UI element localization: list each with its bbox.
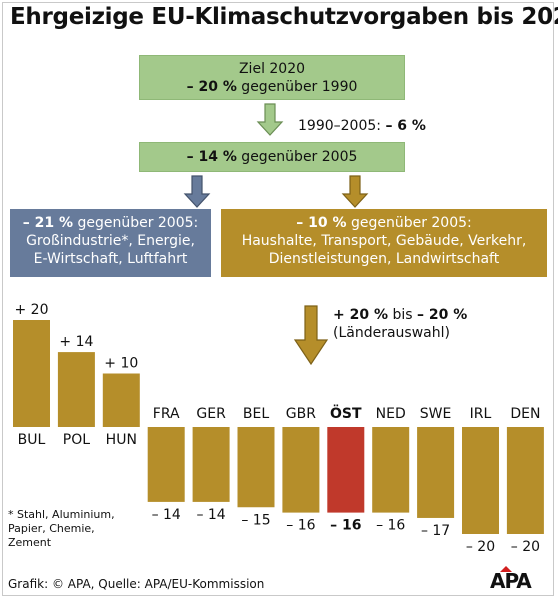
bar-irl xyxy=(462,427,499,534)
category-label: HUN xyxy=(106,432,137,448)
category-label: BEL xyxy=(243,406,269,422)
industry-box-line2: Großindustrie*, Energie, xyxy=(26,233,195,249)
progress-note-value: – 6 % xyxy=(385,118,426,134)
households-box-line2: Haushalte, Transport, Gebäude, Verkehr, xyxy=(241,233,527,249)
value-label: + 10 xyxy=(104,356,138,372)
category-label: NED xyxy=(376,406,406,422)
households-box-text: gegenüber 2005: xyxy=(346,215,472,231)
bar-den xyxy=(506,427,544,534)
value-label: – 17 xyxy=(421,523,450,539)
value-label: – 20 xyxy=(511,539,540,555)
households-box: – 10 % gegenüber 2005: Haushalte, Transp… xyxy=(221,209,547,277)
bar-series: BUL + 20 POL + 14 HUN + 10 FRA – 14 GER – 14 BEL – … xyxy=(13,302,544,555)
category-label: BUL xyxy=(18,432,46,448)
value-label: + 14 xyxy=(59,334,93,350)
target-box: Ziel 2020 – 20 % gegenüber 1990 xyxy=(139,55,405,100)
logo-text: APA xyxy=(490,569,532,593)
category-label: SWE xyxy=(420,406,452,422)
bar-ned xyxy=(372,427,410,513)
industry-box-value: – 21 % xyxy=(22,215,73,231)
category-label: IRL xyxy=(470,406,492,422)
footnote-line3: Zement xyxy=(8,536,52,549)
range-note-line1: + 20 % bis – 20 % xyxy=(333,306,467,324)
value-label: + 20 xyxy=(15,302,49,318)
footnote-line2: Papier, Chemie, xyxy=(8,522,95,535)
target-box-text: gegenüber 1990 xyxy=(236,79,358,95)
base-box-text: gegenüber 2005 xyxy=(236,149,358,165)
source-credit: Grafik: © APA, Quelle: APA/EU-Kommission xyxy=(8,577,265,591)
industry-box-line1: – 21 % gegenüber 2005: xyxy=(10,214,211,232)
value-label: – 16 xyxy=(376,518,405,534)
apa-logo: APA xyxy=(490,566,550,594)
bar-ger xyxy=(192,427,230,502)
category-label: POL xyxy=(63,432,90,448)
category-label: GER xyxy=(196,406,226,422)
category-label: DEN xyxy=(510,406,540,422)
bar-swe xyxy=(417,427,455,518)
category-label: FRA xyxy=(153,406,180,422)
value-label: – 14 xyxy=(196,507,225,523)
households-box-line1: – 10 % gegenüber 2005: xyxy=(221,214,547,232)
footnote: * Stahl, Aluminium, Papier, Chemie, Zeme… xyxy=(8,508,115,550)
range-note: + 20 % bis – 20 % (Länderauswahl) xyxy=(333,306,467,342)
households-box-value: – 10 % xyxy=(296,215,347,231)
logo-triangle-icon xyxy=(500,566,512,572)
target-box-line2: – 20 % gegenüber 1990 xyxy=(140,78,404,96)
progress-note: 1990–2005: – 6 % xyxy=(298,118,426,134)
progress-note-text: 1990–2005: xyxy=(298,118,386,134)
arrows xyxy=(183,103,369,366)
down-arrow-icon xyxy=(256,103,284,136)
infographic-frame xyxy=(2,2,554,596)
industry-box-line3: E-Wirtschaft, Luftfahrt xyxy=(33,251,188,267)
bar-gbr xyxy=(282,427,320,513)
bar-bul xyxy=(13,320,50,427)
value-label: – 16 xyxy=(330,518,361,534)
bar-bel xyxy=(237,427,275,508)
value-label: – 15 xyxy=(241,512,270,528)
down-arrow-icon xyxy=(341,175,369,208)
bar-fra xyxy=(147,427,185,502)
range-note-line2: (Länderauswahl) xyxy=(333,325,450,341)
households-box-line3: Dienstleistungen, Landwirtschaft xyxy=(268,251,500,267)
category-label: ÖST xyxy=(330,404,362,422)
down-arrow-icon xyxy=(183,175,211,208)
bar-pol xyxy=(57,352,95,427)
range-note-upper: + 20 % xyxy=(333,307,388,323)
down-arrow-icon xyxy=(293,305,329,366)
range-note-lower: – 20 % xyxy=(416,307,468,323)
base-box-value: – 14 % xyxy=(186,149,237,165)
footnote-line1: * Stahl, Aluminium, xyxy=(8,508,115,521)
bar-hun xyxy=(102,373,140,427)
bar-öst xyxy=(327,427,365,513)
value-label: – 14 xyxy=(152,507,181,523)
target-box-line1: Ziel 2020 xyxy=(238,61,306,77)
value-label: – 16 xyxy=(286,518,315,534)
page-title: Ehrgeizige EU-Klimaschutzvorgaben bis 20… xyxy=(10,4,558,30)
range-note-mid: bis xyxy=(388,307,417,323)
industry-box: – 21 % gegenüber 2005: Großindustrie*, E… xyxy=(10,209,211,277)
base-box: – 14 % gegenüber 2005 xyxy=(139,142,405,172)
industry-box-text: gegenüber 2005: xyxy=(73,215,199,231)
category-label: GBR xyxy=(286,406,316,422)
target-box-value: – 20 % xyxy=(186,79,237,95)
value-label: – 20 xyxy=(466,539,495,555)
